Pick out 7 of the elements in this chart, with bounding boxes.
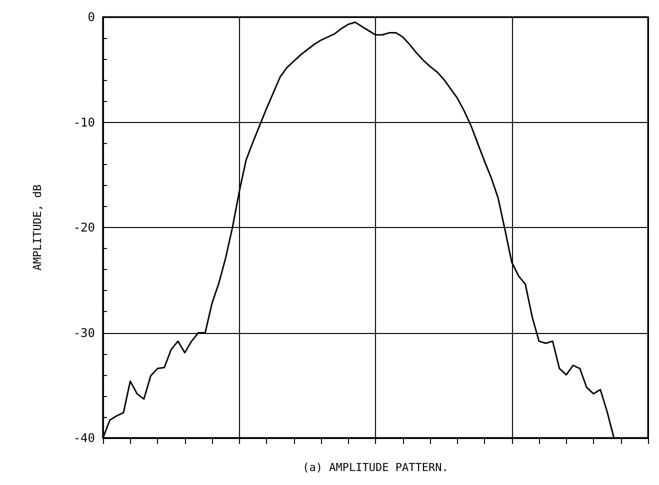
y-axis-title: AMPLITUDE, dB [31,184,44,271]
y-tick-label: -20 [73,220,95,234]
y-tick-label: -10 [73,115,95,130]
y-tick-label: -30 [73,326,95,340]
y-tick-label: -40 [73,431,95,445]
x-axis-title: (a) AMPLITUDE PATTERN. [302,461,448,474]
y-tick-label: 0 [88,10,95,24]
